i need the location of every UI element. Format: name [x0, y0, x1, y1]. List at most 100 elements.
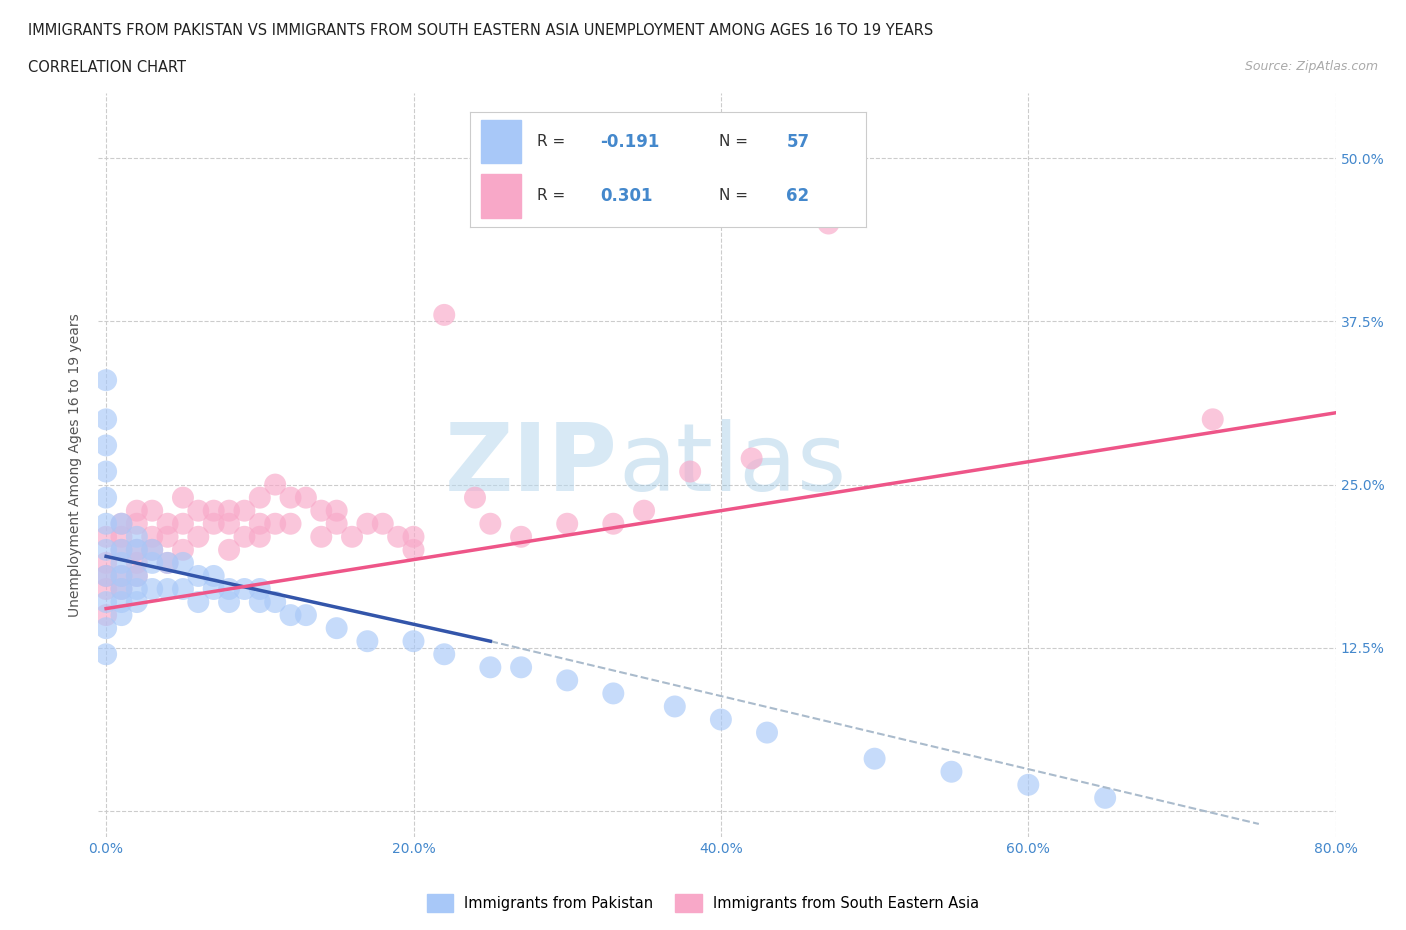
Point — [187, 594, 209, 609]
Text: CORRELATION CHART: CORRELATION CHART — [28, 60, 186, 75]
Point — [249, 594, 271, 609]
Point — [110, 594, 132, 609]
Point — [555, 673, 578, 688]
Point — [141, 542, 163, 557]
Point — [402, 542, 425, 557]
Point — [295, 607, 318, 622]
Point — [233, 581, 256, 596]
Point — [141, 581, 163, 596]
Point — [387, 529, 409, 544]
Point — [233, 529, 256, 544]
Y-axis label: Unemployment Among Ages 16 to 19 years: Unemployment Among Ages 16 to 19 years — [69, 313, 83, 617]
Point — [94, 620, 117, 635]
Point — [110, 568, 132, 583]
Point — [94, 438, 117, 453]
Point — [94, 529, 117, 544]
Point — [110, 568, 132, 583]
Point — [280, 607, 302, 622]
Point — [156, 555, 179, 570]
Point — [264, 516, 287, 531]
Point — [356, 516, 378, 531]
Point — [156, 529, 179, 544]
Point — [433, 308, 456, 323]
Point — [125, 568, 148, 583]
Point — [202, 516, 225, 531]
Point — [479, 516, 502, 531]
Point — [187, 503, 209, 518]
Point — [1017, 777, 1039, 792]
Point — [249, 490, 271, 505]
Point — [125, 542, 148, 557]
Point — [264, 477, 287, 492]
Point — [141, 555, 163, 570]
Point — [202, 503, 225, 518]
Point — [110, 607, 132, 622]
Point — [156, 555, 179, 570]
Point — [311, 503, 333, 518]
Point — [141, 529, 163, 544]
Point — [94, 516, 117, 531]
Point — [172, 581, 194, 596]
Point — [94, 542, 117, 557]
Point — [679, 464, 702, 479]
Point — [218, 581, 240, 596]
Point — [756, 725, 779, 740]
Point — [218, 503, 240, 518]
Point — [555, 516, 578, 531]
Point — [141, 542, 163, 557]
Point — [156, 581, 179, 596]
Point — [94, 581, 117, 596]
Point — [125, 594, 148, 609]
Point — [125, 568, 148, 583]
Text: ZIP: ZIP — [446, 419, 619, 511]
Point — [402, 633, 425, 648]
Point — [202, 581, 225, 596]
Point — [94, 555, 117, 570]
Legend: Immigrants from Pakistan, Immigrants from South Eastern Asia: Immigrants from Pakistan, Immigrants fro… — [420, 888, 986, 918]
Text: Source: ZipAtlas.com: Source: ZipAtlas.com — [1244, 60, 1378, 73]
Point — [311, 529, 333, 544]
Point — [125, 555, 148, 570]
Point — [94, 647, 117, 662]
Point — [1202, 412, 1225, 427]
Point — [94, 568, 117, 583]
Point — [280, 516, 302, 531]
Point — [110, 581, 132, 596]
Point — [94, 464, 117, 479]
Point — [817, 216, 839, 231]
Point — [125, 503, 148, 518]
Point — [218, 516, 240, 531]
Point — [218, 594, 240, 609]
Point — [264, 594, 287, 609]
Text: atlas: atlas — [619, 419, 846, 511]
Point — [464, 490, 486, 505]
Point — [125, 542, 148, 557]
Point — [295, 490, 318, 505]
Point — [325, 516, 347, 531]
Point — [371, 516, 394, 531]
Point — [94, 594, 117, 609]
Point — [510, 660, 533, 675]
Point — [125, 516, 148, 531]
Point — [94, 373, 117, 388]
Point — [402, 529, 425, 544]
Point — [141, 503, 163, 518]
Point — [741, 451, 763, 466]
Point — [249, 516, 271, 531]
Point — [356, 633, 378, 648]
Point — [325, 620, 347, 635]
Point — [172, 490, 194, 505]
Point — [433, 647, 456, 662]
Point — [340, 529, 363, 544]
Point — [633, 503, 655, 518]
Point — [110, 542, 132, 557]
Point — [187, 529, 209, 544]
Point — [664, 699, 686, 714]
Point — [172, 542, 194, 557]
Point — [110, 581, 132, 596]
Point — [172, 555, 194, 570]
Point — [110, 529, 132, 544]
Point — [710, 712, 733, 727]
Point — [249, 529, 271, 544]
Point — [110, 555, 132, 570]
